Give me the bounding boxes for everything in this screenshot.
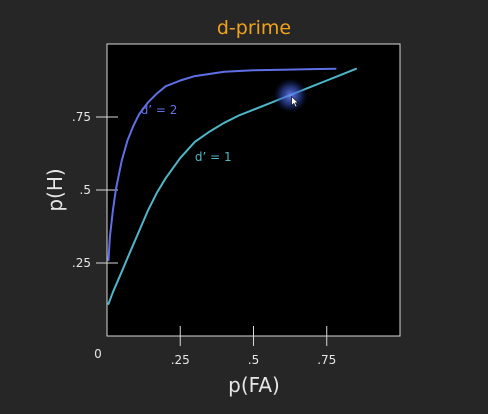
x-tick-label: .75 bbox=[317, 353, 336, 367]
y-tick-label: .5 bbox=[80, 183, 91, 197]
cursor-glow bbox=[273, 78, 308, 113]
roc-curve-series-2 bbox=[107, 67, 357, 305]
origin-label: 0 bbox=[94, 347, 102, 361]
curve-labels: d’ = 2 d’ = 1 bbox=[141, 103, 232, 164]
series-label-1: d’ = 2 bbox=[141, 103, 178, 117]
x-axis-label: p(FA) bbox=[228, 373, 280, 397]
roc-curve-series-1 bbox=[107, 67, 337, 262]
x-tick-label: .25 bbox=[171, 353, 190, 367]
curves bbox=[107, 67, 357, 305]
plot-area bbox=[106, 43, 401, 337]
y-axis-label: p(H) bbox=[43, 168, 67, 211]
y-tick-label: .75 bbox=[72, 110, 91, 124]
cursor-pointer bbox=[273, 78, 308, 113]
x-tick-label: .5 bbox=[248, 353, 259, 367]
chart-title: d-prime bbox=[217, 17, 291, 39]
y-tick-label: .25 bbox=[72, 256, 91, 270]
series-label-2: d’ = 1 bbox=[195, 150, 232, 164]
axis-ticks: .25 .5 .75 .25 .5 .75 bbox=[72, 110, 336, 367]
arrow-cursor-icon bbox=[291, 95, 299, 108]
